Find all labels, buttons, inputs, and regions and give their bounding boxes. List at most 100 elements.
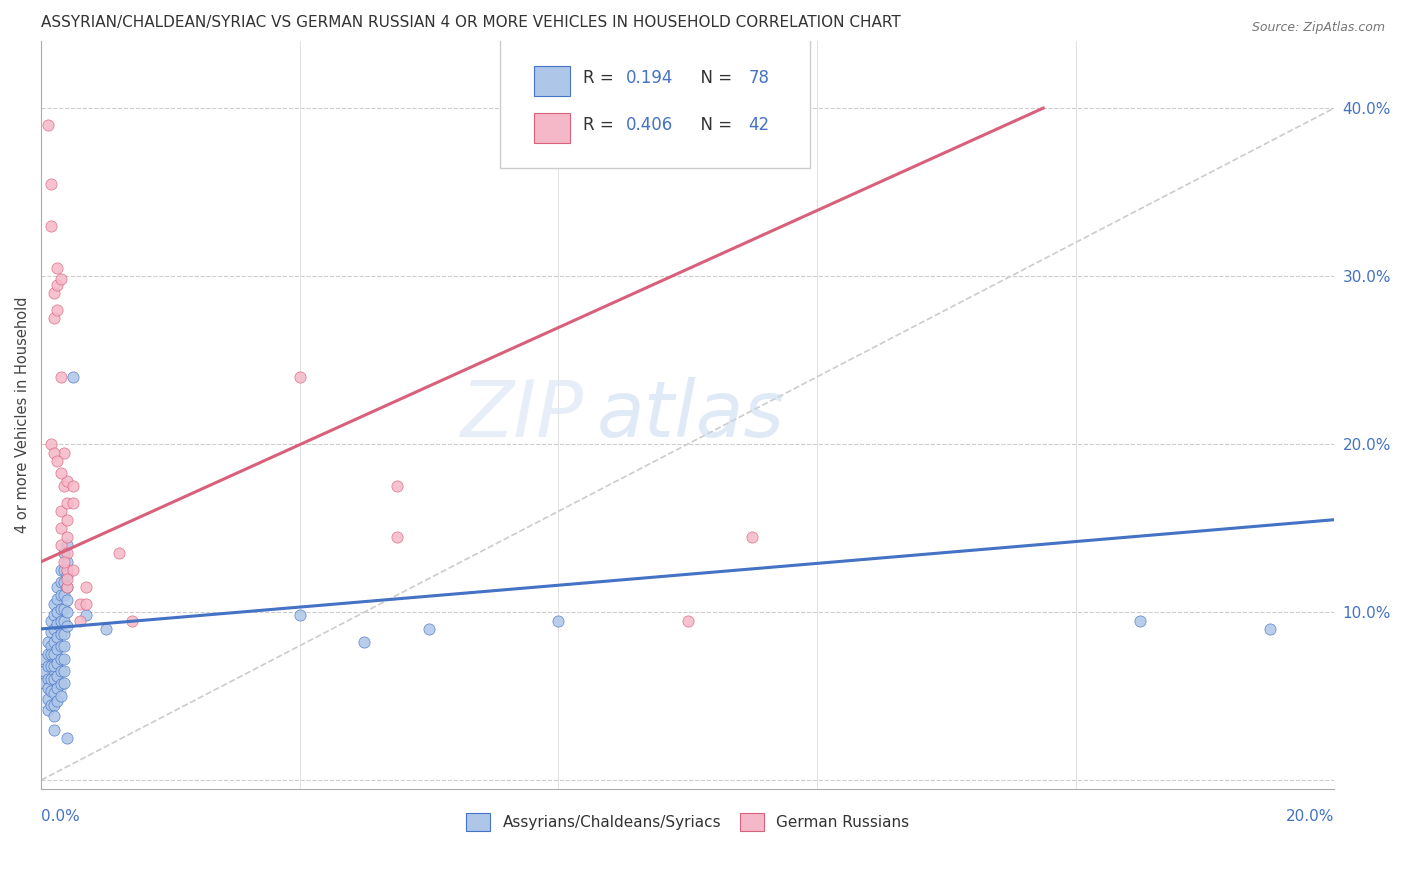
Text: N =: N = <box>690 116 738 135</box>
Point <box>34 675 56 690</box>
Point <box>37 681 59 695</box>
Point <box>56 572 79 586</box>
Point <box>56 529 79 543</box>
Point <box>52 627 75 641</box>
Point <box>46 694 69 708</box>
Point <box>69 614 91 628</box>
Text: 42: 42 <box>748 116 769 135</box>
Point <box>52 639 75 653</box>
Point <box>42 686 65 700</box>
Text: 20.0%: 20.0% <box>1286 809 1334 823</box>
Point <box>56 618 79 632</box>
Point <box>42 285 65 300</box>
Point <box>49 652 72 666</box>
Point <box>46 616 69 631</box>
Point <box>1258 622 1281 636</box>
Point <box>62 496 84 510</box>
Point <box>52 675 75 690</box>
Point <box>42 608 65 623</box>
Point <box>107 546 129 560</box>
Point <box>42 647 65 661</box>
Point <box>49 614 72 628</box>
Point <box>49 563 72 577</box>
Point <box>46 591 69 606</box>
Point <box>39 437 62 451</box>
Point <box>288 608 311 623</box>
Point <box>56 580 79 594</box>
Text: N =: N = <box>690 70 738 87</box>
Point <box>34 664 56 678</box>
Point <box>288 370 311 384</box>
Point <box>385 479 408 493</box>
Point <box>52 563 75 577</box>
Point <box>62 563 84 577</box>
Point <box>49 272 72 286</box>
Point <box>418 622 440 636</box>
Point <box>46 669 69 683</box>
Point <box>42 622 65 636</box>
Text: 78: 78 <box>748 70 769 87</box>
Point <box>75 580 97 594</box>
Point <box>69 597 91 611</box>
Point <box>42 673 65 687</box>
Point <box>42 635 65 649</box>
Text: 0.406: 0.406 <box>626 116 673 135</box>
Point <box>37 692 59 706</box>
Point <box>385 529 408 543</box>
Point <box>52 555 75 569</box>
Point <box>39 219 62 233</box>
Point <box>37 647 59 661</box>
Point <box>37 673 59 687</box>
Point <box>39 659 62 673</box>
Point <box>52 614 75 628</box>
Point <box>49 689 72 703</box>
Point <box>34 681 56 695</box>
Point <box>42 698 65 712</box>
Text: Source: ZipAtlas.com: Source: ZipAtlas.com <box>1251 21 1385 34</box>
Point <box>42 659 65 673</box>
Point <box>37 635 59 649</box>
Point <box>75 608 97 623</box>
Point <box>46 454 69 468</box>
Point <box>49 601 72 615</box>
Point <box>49 370 72 384</box>
Point <box>52 445 75 459</box>
Point <box>39 614 62 628</box>
Point <box>46 681 69 695</box>
Point <box>547 614 569 628</box>
Text: 0.0%: 0.0% <box>41 809 80 823</box>
Point <box>49 677 72 691</box>
Point <box>49 627 72 641</box>
Point <box>56 580 79 594</box>
Point <box>741 529 763 543</box>
Point <box>49 639 72 653</box>
FancyBboxPatch shape <box>534 66 569 96</box>
Point <box>46 630 69 644</box>
Point <box>49 466 72 480</box>
Point <box>52 588 75 602</box>
Point <box>56 563 79 577</box>
Point <box>1129 614 1152 628</box>
Point <box>353 635 375 649</box>
Point <box>56 474 79 488</box>
Point <box>42 597 65 611</box>
Text: ASSYRIAN/CHALDEAN/SYRIAC VS GERMAN RUSSIAN 4 OR MORE VEHICLES IN HOUSEHOLD CORRE: ASSYRIAN/CHALDEAN/SYRIAC VS GERMAN RUSSI… <box>41 15 901 30</box>
Point <box>42 709 65 723</box>
Point <box>56 593 79 607</box>
Point <box>49 664 72 678</box>
Point <box>56 513 79 527</box>
FancyBboxPatch shape <box>534 112 569 144</box>
Point <box>56 731 79 745</box>
Point <box>39 647 62 661</box>
Point <box>49 574 72 589</box>
Point <box>34 652 56 666</box>
Point <box>49 538 72 552</box>
Text: R =: R = <box>583 116 619 135</box>
Point <box>121 614 143 628</box>
Point <box>56 496 79 510</box>
Point <box>39 639 62 653</box>
Point <box>52 479 75 493</box>
Point <box>46 656 69 670</box>
Point <box>46 642 69 657</box>
Point <box>56 568 79 582</box>
